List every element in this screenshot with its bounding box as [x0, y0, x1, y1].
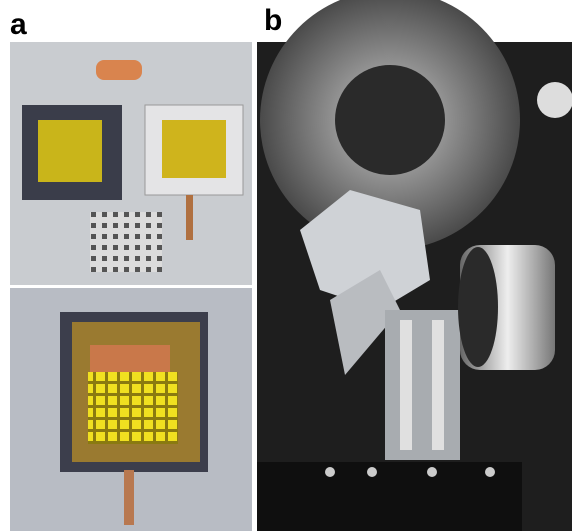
photo-b [257, 0, 572, 531]
photos [0, 0, 572, 531]
photo-a-bottom [10, 288, 252, 531]
photo-a-top [10, 42, 252, 285]
figure: a b [0, 0, 572, 531]
